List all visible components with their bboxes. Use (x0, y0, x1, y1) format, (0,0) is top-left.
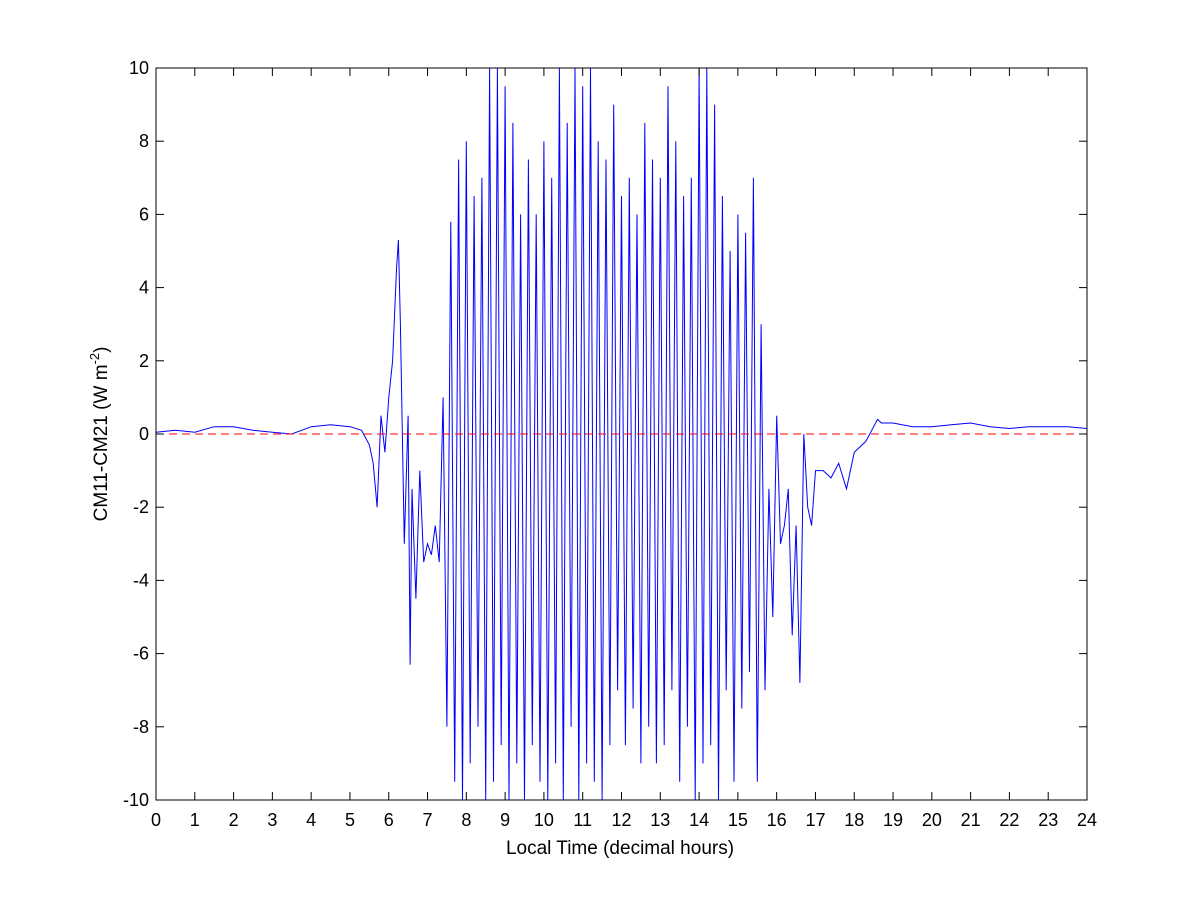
y-tick-label: -8 (133, 717, 149, 737)
x-tick-label: 12 (611, 810, 631, 830)
x-tick-label: 6 (384, 810, 394, 830)
ticks-layer: 0 1 2 3 4 5 6 7 8 9 10 11 12 13 14 15 16 17 18 19 20 21 22 23 24… (123, 58, 1097, 830)
x-tick-label: 20 (922, 810, 942, 830)
x-tick-label: 18 (844, 810, 864, 830)
x-tick-label: 9 (500, 810, 510, 830)
y-tick-label: -10 (123, 790, 149, 810)
y-axis-label-main: CM11-CM21 (W m (91, 364, 112, 521)
y-tick-label: 0 (139, 424, 149, 444)
y-axis-label-superscript: -2 (87, 353, 102, 365)
x-tick-label: 11 (573, 810, 592, 830)
y-tick-label: 4 (139, 278, 149, 298)
x-tick-label: 14 (689, 810, 709, 830)
x-tick-label: 7 (423, 810, 433, 830)
x-tick-label: 1 (190, 810, 200, 830)
y-tick-label: -6 (133, 644, 149, 664)
x-tick-label: 5 (345, 810, 355, 830)
x-tick-label: 0 (151, 810, 161, 830)
y-tick-label: 8 (139, 131, 149, 151)
series-line (156, 68, 1087, 800)
x-tick-label: 23 (1038, 810, 1058, 830)
x-tick-label: 3 (267, 810, 277, 830)
x-tick-label: 19 (883, 810, 903, 830)
y-axis-label-suffix: ) (91, 347, 112, 353)
x-axis-label: Local Time (decimal hours) (506, 838, 734, 859)
x-tick-label: 8 (461, 810, 471, 830)
y-axis-label: CM11-CM21 (W m-2) (87, 347, 112, 522)
x-tick-label: 22 (999, 810, 1019, 830)
x-tick-label: 16 (767, 810, 787, 830)
x-tick-label: 21 (961, 810, 981, 830)
series-layer (156, 68, 1087, 800)
x-tick-label: 10 (534, 810, 554, 830)
x-tick-label: 15 (728, 810, 748, 830)
y-tick-label: 2 (139, 351, 149, 371)
y-tick-label: 10 (129, 58, 149, 78)
y-tick-label: 6 (139, 204, 149, 224)
y-tick-label: -2 (133, 497, 149, 517)
x-tick-label: 4 (306, 810, 316, 830)
x-tick-label: 2 (229, 810, 239, 830)
x-tick-label: 17 (805, 810, 825, 830)
x-tick-label: 13 (650, 810, 670, 830)
plot-area (156, 68, 1087, 800)
x-tick-label: 24 (1077, 810, 1097, 830)
y-tick-label: -4 (133, 570, 149, 590)
